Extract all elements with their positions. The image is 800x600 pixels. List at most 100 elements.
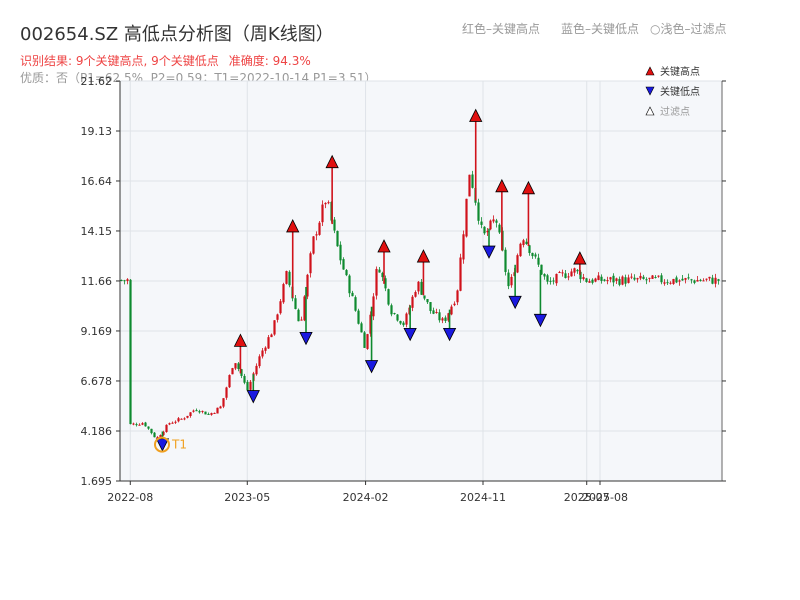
- candle: [438, 309, 441, 323]
- candle-body: [219, 406, 222, 409]
- candle-body: [303, 296, 306, 321]
- candle-body: [384, 278, 387, 289]
- candle: [471, 170, 474, 189]
- candle-body: [234, 363, 237, 369]
- candle-body: [183, 418, 186, 420]
- candle-body: [180, 418, 183, 420]
- candle: [249, 379, 252, 392]
- candle: [627, 274, 630, 284]
- candle-body: [714, 277, 717, 284]
- candle: [411, 294, 414, 312]
- candle-body: [186, 415, 189, 418]
- candle: [525, 238, 528, 245]
- x-tick-label: 2023-05: [224, 491, 270, 504]
- candle-body: [216, 407, 219, 414]
- candle: [516, 253, 519, 274]
- candle-body: [318, 222, 321, 235]
- candle-body: [483, 226, 486, 234]
- candle: [633, 274, 636, 281]
- candle-body: [372, 296, 375, 317]
- key-high-marker: [521, 180, 536, 195]
- candle-body: [570, 271, 573, 277]
- candle-body: [558, 272, 561, 274]
- candle: [540, 264, 543, 276]
- candle: [312, 235, 315, 255]
- candle-body: [594, 278, 597, 282]
- candle-body: [567, 276, 570, 278]
- legend-low-icon: [645, 86, 655, 96]
- candle: [564, 269, 567, 279]
- candle-body: [636, 278, 639, 280]
- accuracy-text: 准确度: 94.3%: [228, 54, 311, 68]
- top-legend-filtered: ○浅色–过滤点: [650, 22, 727, 36]
- candle: [510, 274, 513, 288]
- candle: [378, 266, 381, 273]
- candle-body: [477, 202, 480, 221]
- candle-body: [450, 306, 453, 315]
- candle: [399, 320, 402, 325]
- candle: [177, 416, 180, 423]
- candle: [435, 308, 438, 314]
- candle: [126, 278, 129, 285]
- candle: [372, 293, 375, 321]
- candle: [711, 274, 714, 285]
- candle: [672, 278, 675, 285]
- candle-body: [126, 279, 129, 282]
- candle: [705, 278, 708, 282]
- candle: [645, 277, 648, 285]
- candle: [648, 277, 651, 283]
- candle-body: [210, 413, 213, 415]
- key-low-marker: [482, 245, 496, 259]
- candle: [690, 278, 693, 284]
- candle-body: [246, 381, 249, 391]
- candle-body: [498, 224, 501, 233]
- candle-body: [435, 311, 438, 313]
- candle-body: [432, 310, 435, 314]
- key-high-marker: [286, 219, 300, 233]
- candle: [423, 295, 426, 301]
- candle: [522, 238, 525, 248]
- candle-body: [681, 278, 684, 281]
- candle-body: [354, 297, 357, 311]
- candle-body: [702, 280, 705, 282]
- candle-body: [282, 284, 285, 303]
- x-tick-label: 2024-02: [343, 491, 389, 504]
- candle-body: [123, 280, 126, 282]
- candle-body: [204, 411, 207, 415]
- x-tick-label: 2022-08: [107, 491, 153, 504]
- candle-body: [717, 279, 720, 281]
- candle-body: [609, 277, 612, 280]
- candle-body: [381, 272, 384, 278]
- candle-body: [258, 356, 261, 367]
- candle-body: [573, 268, 576, 273]
- candle-body: [189, 412, 192, 417]
- candle-body: [531, 252, 534, 257]
- candle: [210, 412, 213, 416]
- candle: [708, 276, 711, 281]
- candle-body: [621, 276, 624, 285]
- candle-body: [504, 249, 507, 272]
- candle: [315, 231, 318, 241]
- candle: [222, 398, 225, 409]
- candle-body: [645, 279, 648, 281]
- candle-body: [600, 276, 603, 281]
- x-tick-label: 2025-07: [564, 491, 610, 504]
- candle: [240, 368, 243, 379]
- candle: [288, 270, 291, 288]
- candle-body: [519, 243, 522, 257]
- candle-body: [267, 337, 270, 349]
- candle-body: [582, 277, 585, 280]
- key-high-marker: [573, 251, 587, 265]
- candle: [552, 277, 555, 285]
- candle: [306, 273, 309, 300]
- candle-body: [711, 277, 714, 284]
- candle-body: [399, 320, 402, 324]
- candle-body: [546, 275, 549, 282]
- candle-body: [459, 257, 462, 291]
- candle-body: [651, 275, 654, 279]
- candle-body: [336, 230, 339, 247]
- candle: [537, 253, 540, 267]
- candle-body: [663, 282, 666, 284]
- candle-body: [150, 428, 153, 434]
